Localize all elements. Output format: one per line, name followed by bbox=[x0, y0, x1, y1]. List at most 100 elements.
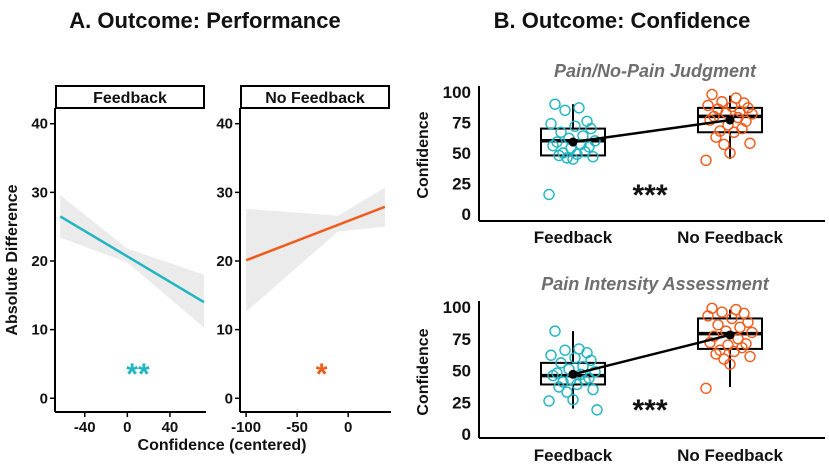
panel-a-title: A. Outcome: Performance bbox=[69, 8, 340, 33]
mean-connector-line bbox=[572, 333, 731, 376]
plot-confidence-pain-intensity: 0 25 50 75 100 Feedback No Feedback *** bbox=[443, 298, 825, 465]
data-point bbox=[561, 386, 573, 398]
data-point bbox=[706, 302, 718, 314]
significance-stars: *** bbox=[632, 394, 667, 427]
y-tick-label: 75 bbox=[452, 330, 471, 349]
data-point bbox=[587, 150, 599, 163]
data-point bbox=[718, 138, 730, 151]
data-point bbox=[589, 366, 601, 378]
significance-stars: ** bbox=[126, 358, 150, 391]
data-point bbox=[734, 321, 746, 334]
strip-feedback-box bbox=[55, 85, 205, 109]
data-point bbox=[704, 336, 716, 349]
x-category-label: No Feedback bbox=[677, 446, 783, 465]
data-point bbox=[744, 137, 756, 149]
mean-point bbox=[568, 137, 578, 147]
data-point bbox=[549, 325, 561, 337]
data-point bbox=[726, 100, 738, 113]
regression-line bbox=[245, 205, 386, 262]
y-tick-label: 10 bbox=[31, 322, 48, 339]
panel-a-ylabel: Absolute Difference bbox=[4, 184, 21, 335]
data-point bbox=[712, 319, 724, 331]
data-point bbox=[543, 188, 555, 201]
y-tick-label: 100 bbox=[443, 83, 471, 102]
plot-performance-feedback: 0 10 20 30 40 -40 0 40 ** bbox=[31, 108, 206, 436]
panel-b-bottom-ylabel: Confidence bbox=[415, 328, 432, 415]
data-point bbox=[559, 344, 571, 356]
plot-confidence-pain-judgment: 0 25 50 75 100 Feedback No Feedback *** bbox=[443, 83, 825, 247]
y-tick-label: 50 bbox=[452, 144, 471, 163]
significance-stars: *** bbox=[632, 179, 667, 212]
x-tick-label: 0 bbox=[344, 419, 352, 436]
x-tick-label: -50 bbox=[286, 419, 308, 436]
strip-no-feedback-box bbox=[240, 85, 390, 109]
data-point bbox=[722, 339, 734, 351]
data-point bbox=[702, 99, 714, 112]
data-point bbox=[545, 349, 557, 361]
subtitle-pain-judgment: Pain/No-Pain Judgment bbox=[554, 61, 757, 81]
data-point bbox=[543, 395, 555, 407]
data-point bbox=[710, 131, 722, 143]
y-tick-label: 100 bbox=[443, 298, 471, 317]
x-category-label: Feedback bbox=[534, 446, 613, 465]
data-point bbox=[700, 154, 712, 167]
data-point bbox=[734, 105, 746, 118]
data-point bbox=[571, 378, 583, 391]
data-point bbox=[547, 369, 559, 382]
data-point bbox=[591, 404, 603, 416]
facet-feedback: Feedback 0 10 20 30 40 -40 0 40 ** bbox=[31, 85, 206, 436]
y-tick-label: 40 bbox=[216, 116, 233, 133]
panel-b-title: B. Outcome: Confidence bbox=[494, 8, 751, 33]
data-point bbox=[728, 126, 740, 138]
data-point bbox=[569, 120, 581, 132]
panel-a-xlabel: Confidence (centered) bbox=[138, 437, 307, 454]
data-point bbox=[585, 122, 597, 135]
data-point bbox=[726, 312, 738, 325]
x-tick-label: 40 bbox=[162, 419, 179, 436]
x-tick-label: -40 bbox=[74, 419, 96, 436]
mean-point bbox=[568, 369, 578, 379]
facet-no-feedback: No Feedback 0 10 20 30 40 -100 -50 0 * bbox=[216, 85, 391, 436]
panel-b-top-ylabel: Confidence bbox=[415, 111, 432, 198]
strip-no-feedback-label: No Feedback bbox=[265, 90, 365, 107]
plot-performance-no-feedback: 0 10 20 30 40 -100 -50 0 * bbox=[216, 108, 391, 436]
data-point bbox=[746, 108, 758, 120]
y-tick-label: 0 bbox=[462, 425, 471, 444]
data-point bbox=[555, 357, 567, 369]
y-tick-label: 0 bbox=[225, 390, 233, 407]
data-point bbox=[569, 352, 581, 364]
data-point bbox=[585, 354, 597, 367]
y-tick-label: 25 bbox=[452, 393, 471, 412]
data-point bbox=[573, 102, 585, 114]
data-point bbox=[706, 88, 718, 101]
mean-point bbox=[725, 115, 735, 125]
data-point bbox=[742, 316, 754, 328]
confidence-ribbon bbox=[246, 187, 385, 312]
y-tick-label: 75 bbox=[452, 114, 471, 133]
y-tick-label: 30 bbox=[31, 184, 48, 201]
confidence-ribbon bbox=[60, 195, 205, 328]
data-point bbox=[728, 345, 740, 358]
data-point bbox=[581, 347, 593, 359]
data-point bbox=[561, 152, 573, 164]
data-point bbox=[549, 98, 561, 110]
mean-connector-line bbox=[572, 118, 731, 144]
data-point bbox=[559, 104, 571, 117]
data-point bbox=[587, 383, 599, 396]
data-point bbox=[700, 382, 712, 394]
data-point bbox=[547, 139, 559, 152]
regression-line bbox=[59, 215, 205, 304]
y-tick-label: 50 bbox=[452, 362, 471, 381]
data-point bbox=[710, 348, 722, 360]
y-tick-label: 0 bbox=[462, 205, 471, 224]
data-point bbox=[716, 306, 728, 318]
y-tick-label: 30 bbox=[216, 184, 233, 201]
data-point bbox=[551, 136, 563, 148]
data-point bbox=[545, 118, 557, 130]
y-tick-label: 20 bbox=[31, 253, 48, 270]
y-tick-label: 25 bbox=[452, 175, 471, 194]
data-point bbox=[553, 149, 565, 162]
data-point bbox=[746, 326, 758, 339]
data-point bbox=[567, 153, 579, 165]
